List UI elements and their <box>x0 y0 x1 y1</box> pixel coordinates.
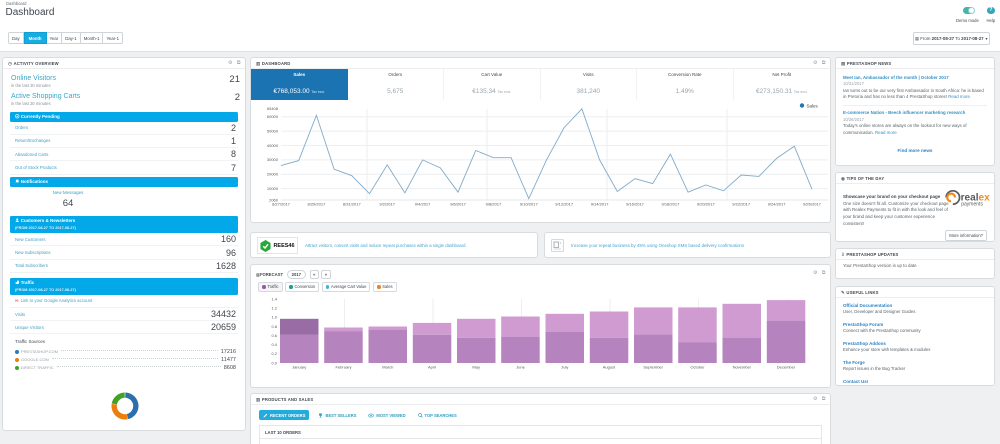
svg-text:February: February <box>335 364 351 369</box>
svg-text:October: October <box>690 364 705 369</box>
svg-text:January: January <box>292 364 306 369</box>
svg-text:September: September <box>643 364 663 369</box>
svg-text:60000: 60000 <box>267 114 279 119</box>
svg-text:July: July <box>561 364 568 369</box>
svg-text:0.4: 0.4 <box>271 342 277 347</box>
svg-text:9/4/2017: 9/4/2017 <box>415 202 431 207</box>
svg-text:9/18/2017: 9/18/2017 <box>662 202 681 207</box>
svg-text:1.2: 1.2 <box>271 305 277 310</box>
svg-text:20000: 20000 <box>267 172 279 177</box>
svg-text:March: March <box>382 364 393 369</box>
svg-text:2060: 2060 <box>269 197 279 202</box>
svg-text:1.0: 1.0 <box>271 314 277 319</box>
svg-text:August: August <box>603 364 616 369</box>
svg-text:40000: 40000 <box>267 143 279 148</box>
svg-text:9/20/2017: 9/20/2017 <box>697 202 716 207</box>
svg-text:9/6/2017: 9/6/2017 <box>450 202 466 207</box>
svg-text:9/22/2017: 9/22/2017 <box>732 202 751 207</box>
svg-text:9/14/2017: 9/14/2017 <box>591 202 610 207</box>
svg-text:December: December <box>777 364 796 369</box>
svg-text:10000: 10000 <box>267 186 279 191</box>
svg-text:April: April <box>428 364 436 369</box>
svg-text:0.6: 0.6 <box>271 333 277 338</box>
svg-text:30000: 30000 <box>267 157 279 162</box>
svg-text:8/27/2017: 8/27/2017 <box>272 202 291 207</box>
svg-text:9/12/2017: 9/12/2017 <box>555 202 574 207</box>
svg-text:65408: 65408 <box>267 106 279 111</box>
svg-text:9/24/2017: 9/24/2017 <box>768 202 787 207</box>
svg-text:8/31/2017: 8/31/2017 <box>343 202 362 207</box>
svg-text:May: May <box>472 364 480 369</box>
svg-text:Sales: Sales <box>807 103 819 108</box>
svg-text:50000: 50000 <box>267 128 279 133</box>
svg-text:0.2: 0.2 <box>271 351 277 356</box>
svg-text:9/2/2017: 9/2/2017 <box>379 202 395 207</box>
svg-text:9/10/2017: 9/10/2017 <box>520 202 539 207</box>
svg-text:1.4: 1.4 <box>271 296 277 301</box>
svg-text:9/26/2017: 9/26/2017 <box>803 202 822 207</box>
svg-text:June: June <box>516 364 525 369</box>
svg-text:9/8/2017: 9/8/2017 <box>486 202 502 207</box>
svg-text:0.0: 0.0 <box>271 360 277 365</box>
svg-text:realex: realex <box>961 192 990 203</box>
svg-text:November: November <box>733 364 752 369</box>
svg-text:payments: payments <box>961 201 983 207</box>
svg-text:8/29/2017: 8/29/2017 <box>308 202 327 207</box>
svg-text:0.8: 0.8 <box>271 323 277 328</box>
svg-text:9/16/2017: 9/16/2017 <box>626 202 645 207</box>
